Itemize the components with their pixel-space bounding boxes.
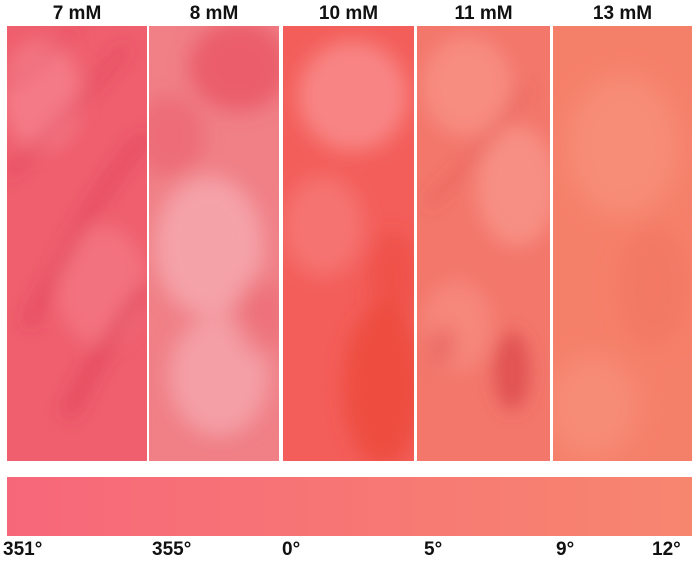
hue-tick-12: 12° (652, 539, 681, 560)
hue-scale-bar (7, 477, 692, 536)
color-swatch-8mm (149, 26, 279, 461)
color-swatch-13mm (553, 26, 692, 461)
color-swatch-10mm (283, 26, 414, 461)
hue-tick-355: 355° (152, 539, 192, 560)
panel-label-7mm: 7 mM (52, 3, 102, 24)
panel-label-10mm: 10 mM (318, 3, 379, 24)
panel-label-13mm: 13 mM (592, 3, 653, 24)
color-swatch-11mm (417, 26, 550, 461)
panel-label-11mm: 11 mM (454, 3, 513, 24)
hue-tick-9: 9° (556, 539, 575, 560)
panel-label-8mm: 8 mM (189, 3, 239, 24)
hue-tick-0: 0° (282, 539, 301, 560)
hue-tick-351: 351° (3, 539, 43, 560)
color-swatch-7mm (7, 26, 147, 461)
hue-tick-5: 5° (424, 539, 443, 560)
